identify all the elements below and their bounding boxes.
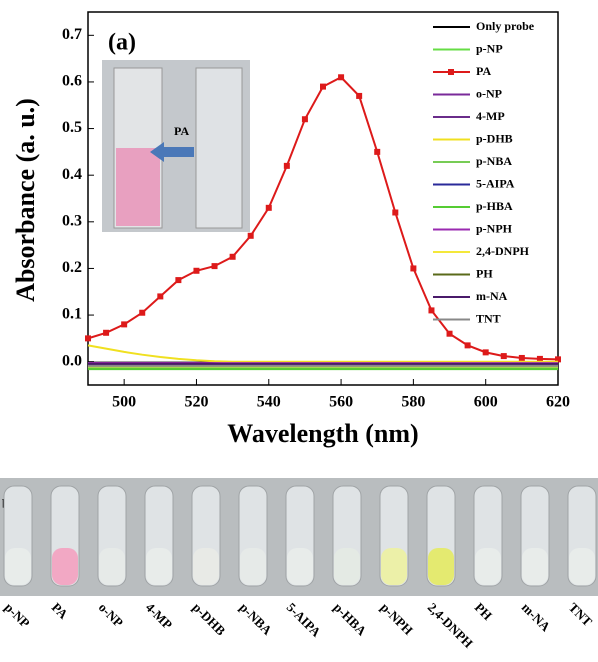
legend-label: p-NPH <box>476 221 513 235</box>
legend-label: p-DHB <box>476 131 513 145</box>
point <box>374 148 381 155</box>
legend-label: p-HBA <box>476 199 513 213</box>
x-axis-label: Wavelength (nm) <box>227 419 418 448</box>
legend-marker <box>448 69 454 75</box>
y-axis-label: Absorbance (a. u.) <box>11 98 40 302</box>
vial-label: 5-AIPA <box>284 600 324 640</box>
vial-label: PA <box>49 600 72 623</box>
y-tick-label: 0.4 <box>62 166 82 183</box>
vial-liquid <box>287 548 313 585</box>
vial-label: p-HBA <box>331 600 370 639</box>
point <box>157 293 164 300</box>
vial-liquid <box>475 548 501 585</box>
point <box>536 355 543 362</box>
vial-liquid <box>569 548 595 585</box>
vial-label: p-DHB <box>190 600 229 639</box>
point <box>85 335 91 342</box>
point <box>247 232 254 239</box>
legend-label: TNT <box>476 311 501 325</box>
x-tick-label: 540 <box>257 394 281 411</box>
x-tick-label: 500 <box>112 394 136 411</box>
legend-label: 4-MP <box>476 109 505 123</box>
x-tick-label: 600 <box>474 394 498 411</box>
vial-label: 2,4-DNPH <box>425 600 476 651</box>
point <box>265 204 272 211</box>
vial-label: TNT <box>566 600 596 630</box>
y-tick-label: 0.2 <box>62 259 82 276</box>
point <box>446 330 453 337</box>
legend-label: Only probe <box>476 19 535 33</box>
point <box>103 329 110 336</box>
point <box>320 83 326 90</box>
legend-label: p-NP <box>476 41 503 55</box>
x-tick-label: 580 <box>401 394 425 411</box>
cuvette <box>195 67 243 229</box>
legend-label: PA <box>476 64 491 78</box>
point <box>338 74 345 81</box>
point <box>428 307 435 314</box>
x-tick-label: 620 <box>546 394 570 411</box>
point <box>175 277 182 284</box>
vial-liquid <box>99 548 125 585</box>
x-tick-label: 520 <box>184 394 208 411</box>
legend-label: p-NBA <box>476 154 512 168</box>
point <box>482 349 489 356</box>
legend-label: 5-AIPA <box>476 176 515 190</box>
point <box>392 209 399 216</box>
point <box>555 356 561 363</box>
vial-label: 4-MP <box>143 600 176 633</box>
panel-label: (a) <box>108 30 136 56</box>
point <box>500 353 507 360</box>
plot-frame <box>87 11 559 386</box>
point <box>121 321 128 328</box>
y-tick-label: 0.3 <box>62 212 82 229</box>
vial-liquid <box>381 548 407 585</box>
vial-liquid <box>146 548 172 585</box>
y-tick-label: 0.0 <box>62 352 82 369</box>
arrow <box>150 142 194 162</box>
point <box>410 265 417 272</box>
vial-label: p-NP <box>2 600 33 631</box>
point <box>301 116 308 123</box>
legend-label: 2,4-DNPH <box>476 244 530 258</box>
legend-label: m-NA <box>476 289 508 303</box>
vial-liquid <box>428 548 454 585</box>
y-tick-label: 0.7 <box>62 26 82 43</box>
point <box>464 342 471 349</box>
vial-label: PH <box>472 600 495 623</box>
vial-liquid <box>193 548 219 585</box>
cuvette-liquid <box>116 148 160 226</box>
vial-liquid <box>240 548 266 585</box>
vial-liquid <box>52 548 78 585</box>
point <box>229 253 236 260</box>
x-tick-label: 560 <box>329 394 353 411</box>
point <box>211 263 218 270</box>
vial-label: m-NA <box>519 600 554 635</box>
vial-liquid <box>522 548 548 585</box>
point <box>139 309 146 316</box>
y-tick-label: 0.1 <box>62 306 82 323</box>
y-tick-label: 0.6 <box>62 73 82 90</box>
point <box>283 162 290 169</box>
point <box>193 267 200 274</box>
point <box>518 354 525 361</box>
y-tick-label: 0.5 <box>62 119 82 136</box>
vial-label: p-NBA <box>237 600 276 639</box>
legend-label: PH <box>476 266 493 280</box>
vial-label: p-NPH <box>378 600 416 638</box>
legend-label: o-NP <box>476 86 502 100</box>
vial-liquid <box>334 548 360 585</box>
point <box>356 92 363 99</box>
series-line <box>87 344 558 363</box>
vial-label: o-NP <box>96 600 127 631</box>
inset-label: PA <box>174 124 189 138</box>
vial-liquid <box>5 548 31 585</box>
